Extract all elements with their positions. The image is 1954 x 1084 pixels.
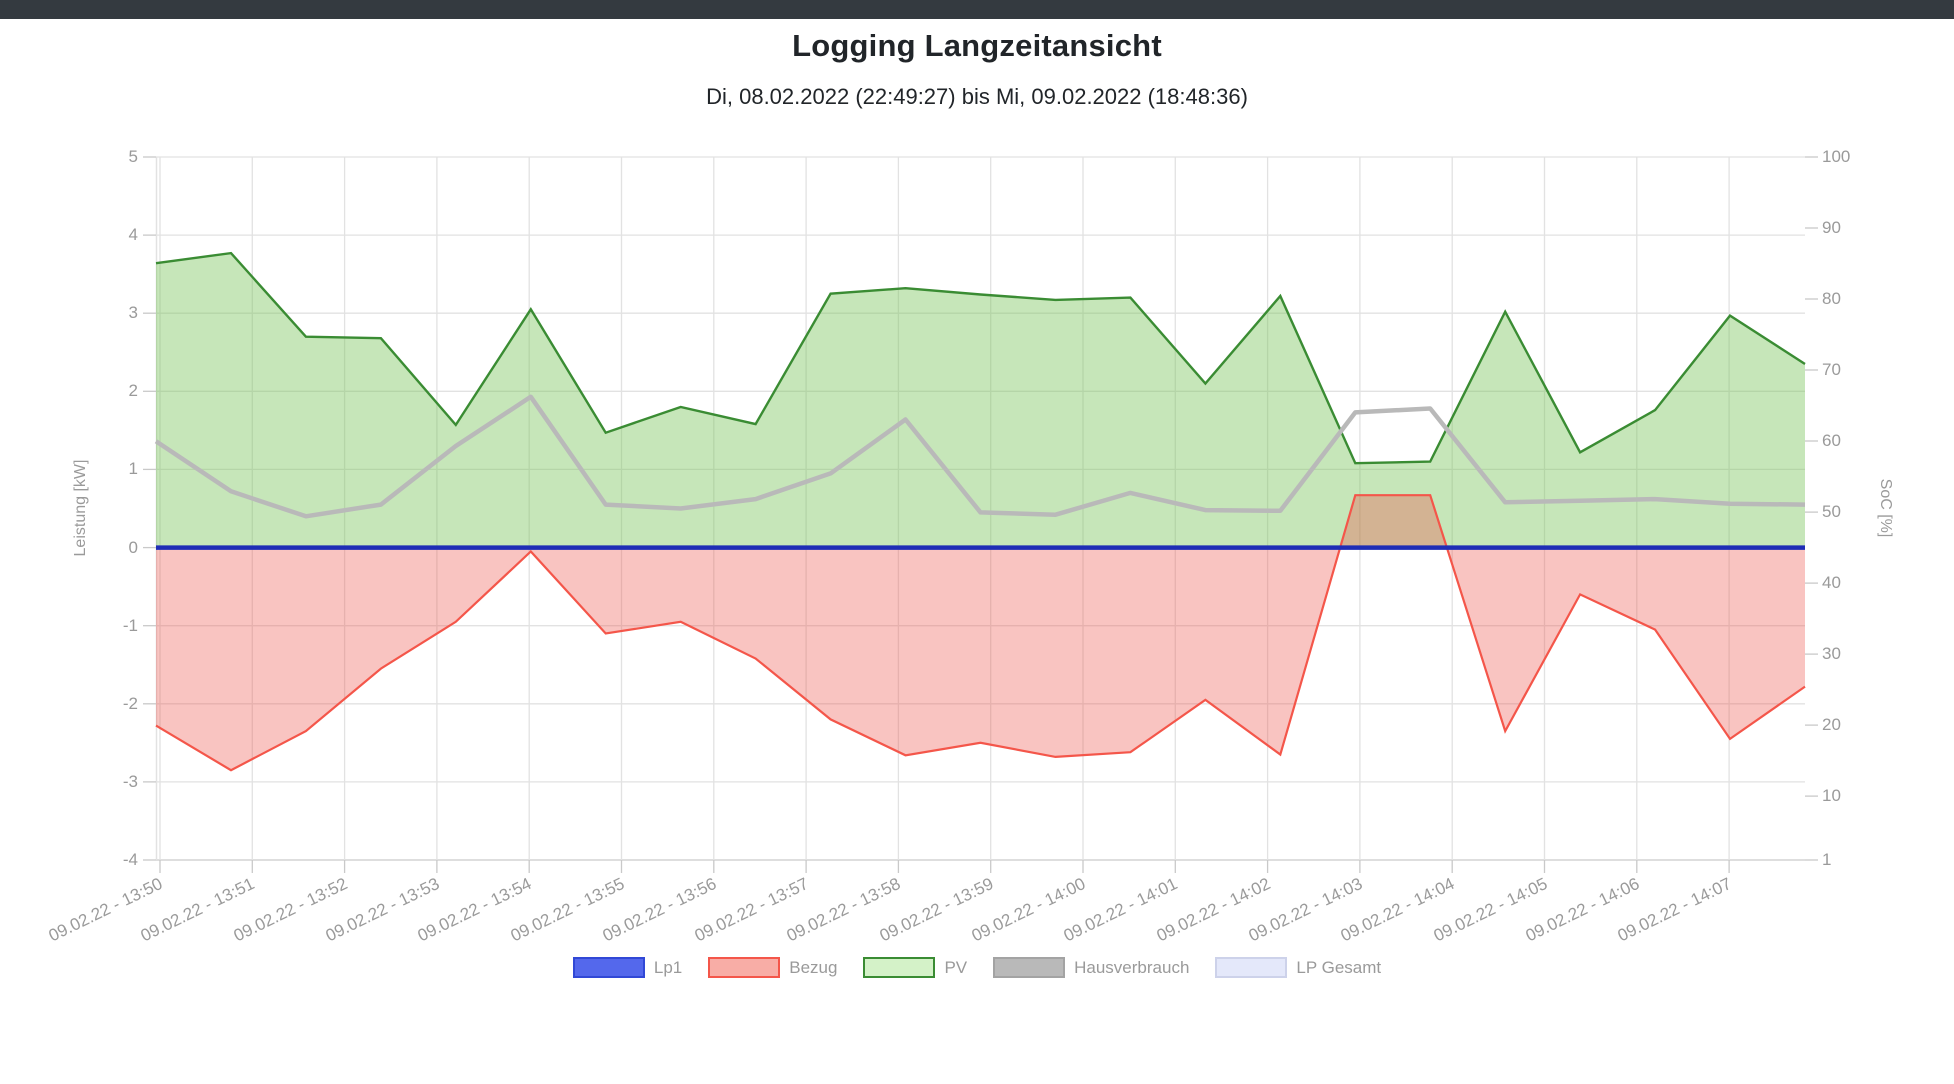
right-axis-tick-label: 40 (1822, 573, 1841, 593)
legend-label: Bezug (789, 957, 838, 977)
left-axis-tick-label: 0 (128, 537, 138, 557)
legend-swatch (863, 957, 936, 978)
legend-item-lp-gesamt[interactable]: LP Gesamt (1215, 957, 1381, 978)
chart-legend: Lp1 Bezug PV Hausverbrauch LP Gesamt (0, 957, 1954, 978)
left-axis-tick-label: 1 (128, 459, 138, 479)
chart-subtitle: Di, 08.02.2022 (22:49:27) bis Mi, 09.02.… (706, 84, 1248, 109)
right-axis-tick-label: 100 (1822, 147, 1851, 166)
right-axis-tick-label: 50 (1822, 502, 1841, 522)
right-axis-tick-label: 10 (1822, 786, 1841, 806)
bezug-area (156, 495, 1805, 771)
left-axis-tick-label: -4 (122, 850, 138, 869)
chart-plot-area[interactable] (143, 156, 1818, 873)
pv-line (155, 251, 1806, 465)
legend-label: LP Gesamt (1296, 957, 1382, 977)
legend-swatch (708, 957, 781, 978)
right-axis-tick-label: 80 (1822, 289, 1841, 309)
right-axis-tick-label: 70 (1822, 360, 1841, 380)
right-axis-title: SoC [%] (1877, 478, 1894, 538)
left-axis-tick-label: -1 (122, 615, 138, 635)
legend-item-bezug[interactable]: Bezug (708, 957, 837, 978)
bezug-line (155, 494, 1806, 772)
chart-title: Logging Langzeitansicht (792, 28, 1162, 63)
legend-label: PV (944, 957, 968, 977)
right-axis-tick-label: 20 (1822, 715, 1841, 735)
legend-label: Lp1 (653, 957, 683, 977)
legend-swatch (572, 957, 645, 978)
left-axis-tick-label: 3 (128, 303, 138, 323)
left-axis-tick-label: -3 (122, 771, 138, 791)
legend-swatch (1215, 957, 1288, 978)
left-axis-tick-label: 2 (128, 381, 138, 401)
hausverbrauch-line (154, 394, 1806, 519)
legend-item-lp1[interactable]: Lp1 (572, 957, 683, 978)
left-axis-tick-label: -2 (122, 693, 138, 713)
right-axis-tick-label: 90 (1822, 218, 1841, 237)
legend-item-hausverbrauch[interactable]: Hausverbrauch (993, 957, 1189, 978)
right-axis-tick-label: 60 (1822, 431, 1841, 451)
pv-area (156, 253, 1805, 548)
right-axis-tick-label: 1 (1822, 850, 1832, 869)
left-axis-tick-label: 4 (128, 225, 138, 245)
left-axis-tick-label: 5 (128, 147, 138, 166)
legend-item-pv[interactable]: PV (863, 957, 967, 978)
right-axis-tick-label: 30 (1822, 644, 1841, 664)
window-top-bar (0, 0, 1954, 19)
legend-label: Hausverbrauch (1074, 957, 1190, 977)
legend-swatch (993, 957, 1066, 978)
